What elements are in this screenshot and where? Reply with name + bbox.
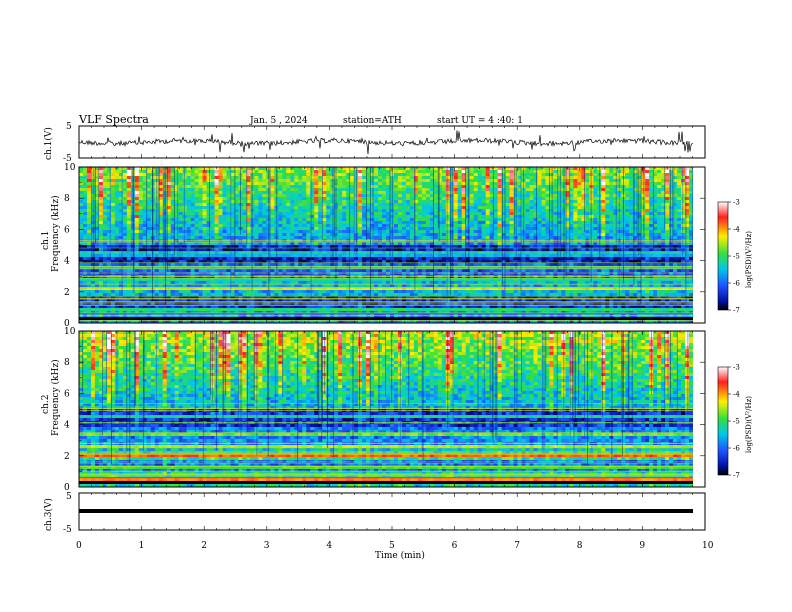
time-tick-label: 9 xyxy=(639,541,645,551)
time-tick-label: 7 xyxy=(514,541,520,551)
time-tick-label: 2 xyxy=(201,541,207,551)
start-time-label: start UT = 4 :40: 1 xyxy=(437,116,523,126)
ch1-waveform-line xyxy=(78,130,694,155)
freq-tick-label: 6 xyxy=(64,389,70,399)
freq-tick-label: 8 xyxy=(64,194,70,204)
time-tick-label: 10 xyxy=(702,541,714,551)
colorbar-tick-label: -5 xyxy=(733,418,740,426)
time-tick-label: 4 xyxy=(326,541,332,551)
figure-title: VLF Spectra xyxy=(78,113,149,126)
ch2-colorbar: -3 -4 -5 -6 -7 log(PSD)(V²/Hz) xyxy=(717,364,753,480)
colorbar-tick-label: -3 xyxy=(733,364,740,372)
time-tick-label: 8 xyxy=(577,541,583,551)
time-tick-label: 5 xyxy=(389,541,395,551)
freq-tick-label: 4 xyxy=(64,421,70,431)
ch1-channel-label: ch.1 xyxy=(41,231,51,250)
time-tick-label: 3 xyxy=(264,541,270,551)
ch1-colorbar-label: log(PSD)(V²/Hz) xyxy=(745,231,753,288)
ch3-ytick-bottom: -5 xyxy=(63,525,72,535)
ch3-waveform-line xyxy=(79,509,693,513)
ch1-colorbar-gradient xyxy=(717,201,729,311)
freq-tick-label: 2 xyxy=(64,452,70,462)
ch2-channel-label: ch.2 xyxy=(41,395,51,414)
ch1-ytick-bottom: -5 xyxy=(63,154,72,164)
freq-tick-label: 8 xyxy=(64,358,70,368)
ch1-colorbar: -3 -4 -5 -6 -7 log(PSD)(V²/Hz) xyxy=(717,199,753,315)
time-axis-label: Time (min) xyxy=(375,550,425,561)
time-tick-label: 6 xyxy=(452,541,458,551)
colorbar-tick-label: -6 xyxy=(733,280,740,288)
date-label: Jan. 5 , 2024 xyxy=(249,116,308,126)
ch2-spectrogram-panel: 0 2 4 6 8 10 ch.2 Frequency (kHz) xyxy=(41,327,706,493)
ch2-freq-ticks: 0 2 4 6 8 10 xyxy=(64,327,705,493)
ch1-spectrogram-image xyxy=(79,167,693,323)
ch3-ytick-top: 5 xyxy=(66,492,72,502)
time-tick-label: 1 xyxy=(139,541,145,551)
colorbar-tick-label: -7 xyxy=(733,307,740,315)
colorbar-tick-label: -3 xyxy=(733,199,740,207)
ch2-spectrogram-image xyxy=(79,331,693,487)
time-tick-labels: 0 1 2 3 4 5 6 7 8 9 10 xyxy=(76,541,714,551)
ch1-freq-ticks: 0 2 4 6 8 10 xyxy=(64,163,705,329)
ch1-waveform-panel: 5 -5 ch.1(V) xyxy=(43,122,706,164)
ch1-spectrogram-panel: 0 2 4 6 8 10 ch.1 Frequency (kHz) xyxy=(41,163,706,329)
ch3-volt-axis-label: ch.3(V) xyxy=(43,498,54,531)
freq-tick-label: 6 xyxy=(64,225,70,235)
freq-tick-label: 2 xyxy=(64,288,70,298)
freq-tick-label: 0 xyxy=(64,483,70,493)
freq-tick-label: 4 xyxy=(64,257,70,267)
colorbar-tick-label: -4 xyxy=(733,391,740,399)
ch1-freq-axis-label: Frequency (kHz) xyxy=(50,195,61,272)
ch1-volt-axis-label: ch.1(V) xyxy=(43,127,54,160)
ch2-colorbar-gradient xyxy=(717,366,729,476)
colorbar-tick-label: -6 xyxy=(733,445,740,453)
station-label: station=ATH xyxy=(343,116,402,126)
freq-tick-label: 10 xyxy=(64,327,76,337)
ch2-freq-axis-label: Frequency (kHz) xyxy=(50,359,61,436)
colorbar-tick-label: -5 xyxy=(733,253,740,261)
ch1-ytick-top: 5 xyxy=(66,122,72,132)
ch3-waveform-panel: 5 -5 ch.3(V) xyxy=(43,492,706,535)
freq-tick-label: 0 xyxy=(64,319,70,329)
time-ticks xyxy=(78,126,706,530)
colorbar-tick-label: -4 xyxy=(733,226,740,234)
time-tick-label: 0 xyxy=(76,541,82,551)
ch2-colorbar-label: log(PSD)(V²/Hz) xyxy=(745,396,753,453)
freq-tick-label: 10 xyxy=(64,163,76,173)
colorbar-tick-label: -7 xyxy=(733,472,740,480)
